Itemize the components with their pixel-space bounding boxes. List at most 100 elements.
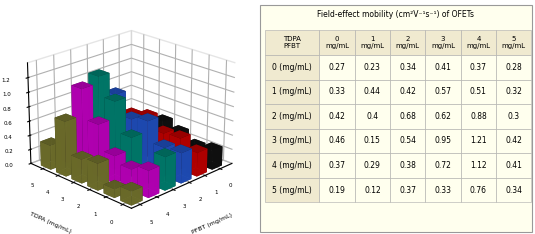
Bar xyxy=(461,129,496,153)
Bar xyxy=(425,104,461,129)
Text: 0 (mg/mL): 0 (mg/mL) xyxy=(272,63,312,72)
Bar xyxy=(461,153,496,178)
Text: 0.3: 0.3 xyxy=(508,112,520,121)
Text: 0.41: 0.41 xyxy=(434,63,452,72)
Bar xyxy=(319,178,355,202)
Bar xyxy=(496,55,531,80)
Text: 5
mg/mL: 5 mg/mL xyxy=(502,36,526,49)
Text: 1.21: 1.21 xyxy=(470,136,487,146)
Bar xyxy=(319,104,355,129)
Bar xyxy=(496,30,531,55)
Text: 0.88: 0.88 xyxy=(470,112,487,121)
Bar xyxy=(496,104,531,129)
Text: 0.32: 0.32 xyxy=(505,87,522,96)
Bar xyxy=(319,55,355,80)
Bar xyxy=(319,30,355,55)
Bar xyxy=(355,30,390,55)
Bar xyxy=(425,30,461,55)
Text: 0.62: 0.62 xyxy=(434,112,452,121)
Text: 0.44: 0.44 xyxy=(364,87,381,96)
Text: 4 (mg/mL): 4 (mg/mL) xyxy=(272,161,312,170)
Bar xyxy=(390,104,425,129)
Text: 0.72: 0.72 xyxy=(434,161,452,170)
Text: 5 (mg/mL): 5 (mg/mL) xyxy=(272,186,312,195)
X-axis label: PFBT (mg/mL): PFBT (mg/mL) xyxy=(191,212,233,234)
Bar xyxy=(265,104,319,129)
Text: 4
mg/mL: 4 mg/mL xyxy=(467,36,491,49)
Text: 0.38: 0.38 xyxy=(399,161,416,170)
Bar xyxy=(265,153,319,178)
Bar xyxy=(390,30,425,55)
Text: 0.42: 0.42 xyxy=(505,136,522,146)
Text: 0.42: 0.42 xyxy=(328,112,346,121)
Bar xyxy=(265,80,319,104)
Text: 2 (mg/mL): 2 (mg/mL) xyxy=(272,112,312,121)
Text: 0.12: 0.12 xyxy=(364,186,381,195)
Bar xyxy=(265,178,319,202)
Text: 0.19: 0.19 xyxy=(328,186,346,195)
Text: 0.68: 0.68 xyxy=(399,112,416,121)
Text: 0.95: 0.95 xyxy=(434,136,452,146)
Bar xyxy=(390,129,425,153)
Bar xyxy=(390,55,425,80)
Bar xyxy=(265,30,319,55)
Bar xyxy=(390,153,425,178)
Text: 0.33: 0.33 xyxy=(328,87,346,96)
Bar xyxy=(496,129,531,153)
Bar xyxy=(355,55,390,80)
Text: 0.37: 0.37 xyxy=(328,161,346,170)
Bar xyxy=(496,178,531,202)
Bar xyxy=(355,178,390,202)
Text: 0.42: 0.42 xyxy=(399,87,416,96)
Bar xyxy=(425,153,461,178)
Bar xyxy=(265,129,319,153)
Text: 0.4: 0.4 xyxy=(366,112,378,121)
Bar xyxy=(425,80,461,104)
Bar xyxy=(355,80,390,104)
Bar xyxy=(319,80,355,104)
Text: 0.34: 0.34 xyxy=(505,186,522,195)
Bar xyxy=(265,55,319,80)
Bar xyxy=(425,55,461,80)
Text: 0.37: 0.37 xyxy=(399,186,416,195)
Text: 0.54: 0.54 xyxy=(399,136,416,146)
Text: 0.46: 0.46 xyxy=(328,136,346,146)
Text: 3 (mg/mL): 3 (mg/mL) xyxy=(272,136,312,146)
Text: 1 (mg/mL): 1 (mg/mL) xyxy=(272,87,312,96)
Text: 0.33: 0.33 xyxy=(434,186,452,195)
Text: 0.23: 0.23 xyxy=(364,63,381,72)
Bar xyxy=(390,178,425,202)
Bar xyxy=(319,153,355,178)
Text: 0.76: 0.76 xyxy=(470,186,487,195)
Text: 0.37: 0.37 xyxy=(470,63,487,72)
Text: 0.34: 0.34 xyxy=(399,63,416,72)
Bar xyxy=(390,80,425,104)
Bar xyxy=(496,153,531,178)
Text: 3
mg/mL: 3 mg/mL xyxy=(431,36,455,49)
Text: 0.41: 0.41 xyxy=(505,161,522,170)
Text: 0.28: 0.28 xyxy=(506,63,522,72)
Bar xyxy=(461,104,496,129)
Bar xyxy=(355,129,390,153)
Y-axis label: TDPA (mg/mL): TDPA (mg/mL) xyxy=(29,212,72,234)
Bar xyxy=(425,129,461,153)
Bar xyxy=(461,30,496,55)
Bar xyxy=(425,178,461,202)
Text: 0
mg/mL: 0 mg/mL xyxy=(325,36,349,49)
Text: 0.29: 0.29 xyxy=(364,161,381,170)
Text: 0.57: 0.57 xyxy=(434,87,452,96)
Bar xyxy=(319,129,355,153)
Text: 0.27: 0.27 xyxy=(328,63,346,72)
Bar xyxy=(355,104,390,129)
Text: 1
mg/mL: 1 mg/mL xyxy=(361,36,385,49)
Bar xyxy=(496,80,531,104)
Bar xyxy=(461,55,496,80)
Bar xyxy=(461,80,496,104)
Bar xyxy=(355,153,390,178)
Text: 1.12: 1.12 xyxy=(470,161,487,170)
Text: 0.51: 0.51 xyxy=(470,87,487,96)
Text: Field-effect mobility (cm²V⁻¹s⁻¹) of OFETs: Field-effect mobility (cm²V⁻¹s⁻¹) of OFE… xyxy=(317,10,475,18)
Text: 0.15: 0.15 xyxy=(364,136,381,146)
Text: 2
mg/mL: 2 mg/mL xyxy=(396,36,420,49)
Text: TDPA
PFBT: TDPA PFBT xyxy=(284,36,301,49)
